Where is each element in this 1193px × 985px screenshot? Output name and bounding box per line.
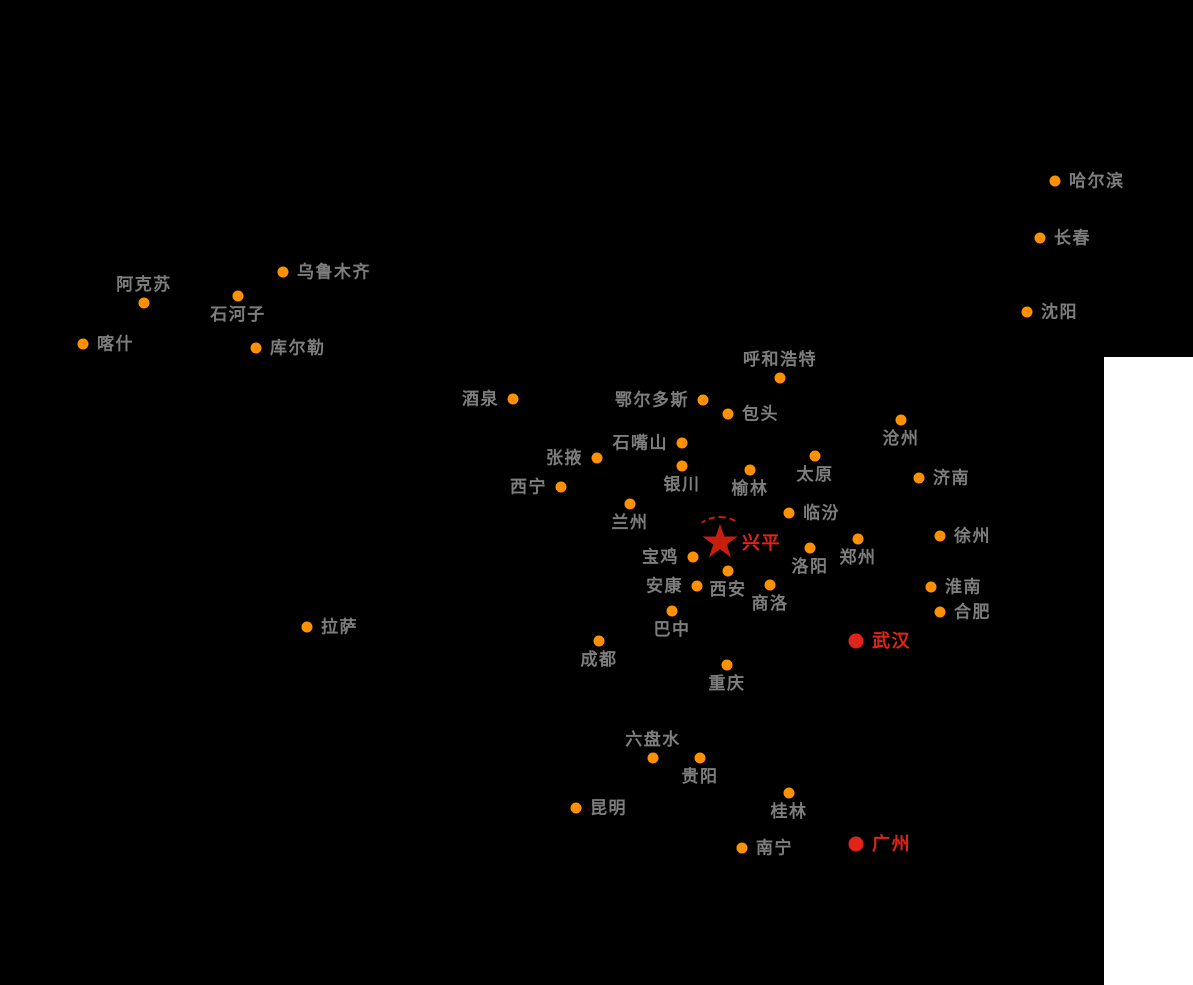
city-dot-linfen[interactable] — [783, 507, 795, 519]
city-label-bazhong: 巴中 — [653, 620, 691, 639]
city-dot-luoyang[interactable] — [804, 542, 816, 554]
city-dot-guiyang[interactable] — [694, 752, 706, 764]
city-label-linfen: 临汾 — [803, 503, 840, 523]
city-dot-aksu[interactable] — [138, 297, 150, 309]
city-label-xuzhou: 徐州 — [954, 526, 991, 546]
city-dot-harbin[interactable] — [1049, 175, 1061, 187]
city-label-xingping: 兴平 — [742, 533, 781, 553]
city-dot-lanzhou[interactable] — [624, 498, 636, 510]
city-label-guangzhou: 广州 — [872, 834, 911, 854]
city-label-jiuquan: 酒泉 — [462, 389, 499, 409]
city-dot-lhasa[interactable] — [301, 621, 313, 633]
city-label-xian: 西安 — [709, 580, 747, 599]
city-label-shihezi: 石河子 — [210, 305, 266, 324]
city-dot-liupanshui[interactable] — [647, 752, 659, 764]
city-label-shenyang: 沈阳 — [1041, 302, 1078, 322]
city-label-shangluo: 商洛 — [751, 594, 789, 613]
city-dot-baoji[interactable] — [687, 551, 699, 563]
city-dot-huainan[interactable] — [925, 581, 937, 593]
city-label-taiyuan: 太原 — [796, 465, 834, 484]
city-label-korla: 库尔勒 — [270, 338, 326, 358]
city-dot-bazhong[interactable] — [666, 605, 678, 617]
city-dot-chengdu[interactable] — [593, 635, 605, 647]
city-label-hefei: 合肥 — [954, 602, 991, 622]
city-label-ankang: 安康 — [646, 576, 683, 596]
city-label-hohhot: 呼和浩特 — [743, 350, 817, 369]
city-dot-kashgar[interactable] — [77, 338, 89, 350]
city-dot-xian[interactable] — [722, 565, 734, 577]
city-dot-jinan[interactable] — [913, 472, 925, 484]
city-dot-cangzhou[interactable] — [895, 414, 907, 426]
city-dot-xuzhou[interactable] — [934, 530, 946, 542]
star-ripple-effect — [695, 516, 745, 552]
city-dot-guilin[interactable] — [783, 787, 795, 799]
city-dot-yinchuan[interactable] — [676, 460, 688, 472]
city-dot-ankang[interactable] — [691, 580, 703, 592]
city-dot-xining[interactable] — [555, 481, 567, 493]
city-label-jinan: 济南 — [933, 468, 970, 488]
city-dot-yulin[interactable] — [744, 464, 756, 476]
city-dot-ordos[interactable] — [697, 394, 709, 406]
city-label-harbin: 哈尔滨 — [1069, 171, 1125, 191]
city-dot-zhengzhou[interactable] — [852, 533, 864, 545]
city-dot-shenyang[interactable] — [1021, 306, 1033, 318]
city-label-lanzhou: 兰州 — [611, 513, 649, 532]
city-label-shizuishan: 石嘴山 — [612, 433, 668, 453]
city-label-guilin: 桂林 — [770, 802, 808, 821]
city-dot-hohhot[interactable] — [774, 372, 786, 384]
city-dot-kunming[interactable] — [570, 802, 582, 814]
city-dot-taiyuan[interactable] — [809, 450, 821, 462]
city-label-nanning: 南宁 — [756, 838, 793, 858]
city-label-chengdu: 成都 — [580, 650, 618, 669]
city-label-changchun: 长春 — [1054, 228, 1091, 248]
city-dot-guangzhou[interactable] — [848, 836, 864, 852]
city-dot-urumqi[interactable] — [277, 266, 289, 278]
city-label-ordos: 鄂尔多斯 — [615, 390, 689, 410]
city-label-kunming: 昆明 — [590, 798, 627, 818]
city-label-zhangye: 张掖 — [546, 448, 583, 468]
star-marker-xingping[interactable]: ★ — [699, 515, 741, 568]
city-dot-nanning[interactable] — [736, 842, 748, 854]
page-background-panel — [1104, 357, 1193, 985]
city-label-luoyang: 洛阳 — [791, 557, 829, 576]
city-dot-changchun[interactable] — [1034, 232, 1046, 244]
city-label-cangzhou: 沧州 — [882, 429, 920, 448]
city-dot-shizuishan[interactable] — [676, 437, 688, 449]
city-label-guiyang: 贵阳 — [681, 767, 719, 786]
city-label-zhengzhou: 郑州 — [839, 548, 877, 567]
city-label-baoji: 宝鸡 — [642, 547, 679, 567]
city-label-yinchuan: 银川 — [663, 475, 701, 494]
city-label-lhasa: 拉萨 — [321, 617, 358, 637]
city-label-baotou: 包头 — [742, 404, 779, 424]
city-dot-shangluo[interactable] — [764, 579, 776, 591]
city-dot-chongqing[interactable] — [721, 659, 733, 671]
city-label-yulin: 榆林 — [731, 479, 769, 498]
city-label-liupanshui: 六盘水 — [625, 730, 681, 749]
city-dot-jiuquan[interactable] — [507, 393, 519, 405]
city-dot-baotou[interactable] — [722, 408, 734, 420]
city-dot-shihezi[interactable] — [232, 290, 244, 302]
city-dot-zhangye[interactable] — [591, 452, 603, 464]
city-dot-hefei[interactable] — [934, 606, 946, 618]
city-label-huainan: 淮南 — [945, 577, 982, 597]
city-label-aksu: 阿克苏 — [116, 275, 172, 294]
city-label-urumqi: 乌鲁木齐 — [297, 262, 371, 282]
city-label-kashgar: 喀什 — [97, 334, 134, 354]
city-label-chongqing: 重庆 — [708, 674, 746, 693]
city-dot-wuhan[interactable] — [848, 633, 864, 649]
city-dot-korla[interactable] — [250, 342, 262, 354]
city-label-wuhan: 武汉 — [872, 631, 911, 651]
city-label-xining: 西宁 — [510, 477, 547, 497]
